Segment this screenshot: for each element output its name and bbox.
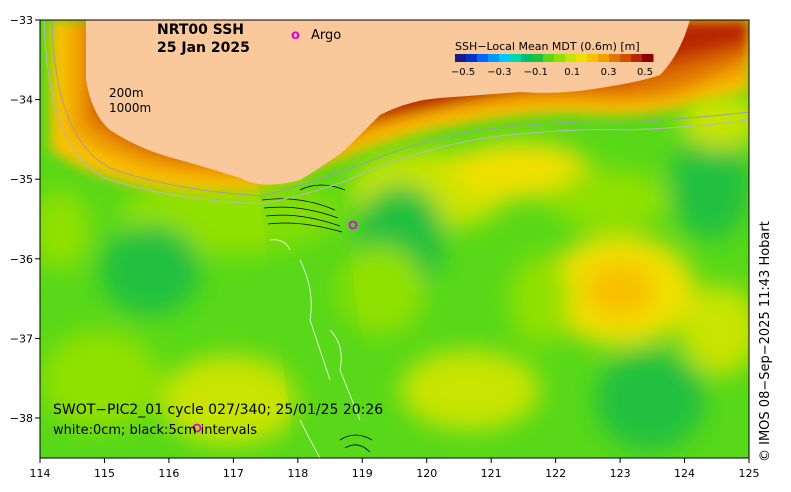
x-tick-label: 118 <box>287 467 308 480</box>
y-axis: −33 −34 −35 −36 −37 −38 <box>10 14 40 425</box>
colorbar-tick-label: 0.5 <box>637 67 653 78</box>
colorbar-tick-label: 0.3 <box>601 67 617 78</box>
isobath-label-1000m: 1000m <box>109 101 151 115</box>
colorbar-swatch <box>499 54 511 62</box>
colorbar-ticks: −0.5 −0.3 −0.1 0.1 0.3 0.5 <box>451 67 653 78</box>
colorbar-swatch <box>598 54 610 62</box>
x-tick-label: 120 <box>416 467 437 480</box>
map-date: 25 Jan 2025 <box>157 40 250 56</box>
argo-legend-label: Argo <box>311 28 341 43</box>
isobath-label-200m: 200m <box>109 86 144 100</box>
colorbar <box>455 54 654 62</box>
colorbar-tick-label: −0.1 <box>524 67 548 78</box>
colorbar-swatch <box>565 54 577 62</box>
argo-float-marker <box>348 220 358 230</box>
map-title: NRT00 SSH <box>157 22 244 38</box>
colorbar-swatch <box>642 54 654 62</box>
x-tick-label: 119 <box>352 467 373 480</box>
y-tick-label: −38 <box>10 412 33 425</box>
argo-float-marker <box>192 423 202 433</box>
x-axis: 114 115 116 117 118 119 120 121 122 123 124 125 <box>30 458 760 480</box>
swath-info-line1: SWOT−PIC2_01 cycle 027/340; 25/01/25 20:… <box>53 402 383 418</box>
x-tick-label: 125 <box>739 467 760 480</box>
black-contours <box>261 184 373 453</box>
colorbar-tick-label: 0.1 <box>564 67 580 78</box>
colorbar-swatch <box>587 54 599 62</box>
colorbar-swatch <box>554 54 566 62</box>
y-tick-label: −35 <box>10 173 33 186</box>
colorbar-swatch <box>609 54 621 62</box>
colorbar-swatch <box>510 54 522 62</box>
colorbar-swatch <box>455 54 467 62</box>
colorbar-swatch <box>532 54 544 62</box>
colorbar-swatch <box>620 54 632 62</box>
x-tick-label: 122 <box>545 467 566 480</box>
plot-area <box>40 20 749 458</box>
swot-swath <box>258 184 378 458</box>
x-tick-label: 115 <box>94 467 115 480</box>
colorbar-swatch <box>631 54 643 62</box>
x-tick-label: 124 <box>674 467 695 480</box>
swath-info-line2: white:0cm; black:5cm intervals <box>53 423 257 438</box>
y-tick-label: −37 <box>10 332 33 345</box>
colorbar-title: SSH−Local Mean MDT (0.6m) [m] <box>455 40 640 53</box>
white-contours <box>269 239 361 458</box>
isobath-200m <box>51 20 749 197</box>
x-tick-label: 121 <box>481 467 502 480</box>
colorbar-tick-label: −0.3 <box>487 67 511 78</box>
x-tick-label: 123 <box>610 467 631 480</box>
y-tick-label: −36 <box>10 253 33 266</box>
credit-text: © IMOS 08−Sep−2025 11:43 Hobart <box>758 221 773 462</box>
colorbar-swatch <box>488 54 500 62</box>
x-tick-label: 116 <box>158 467 179 480</box>
x-tick-label: 117 <box>223 467 244 480</box>
y-tick-label: −33 <box>10 14 33 27</box>
plot-frame <box>39 19 750 459</box>
colorbar-tick-label: −0.5 <box>451 67 475 78</box>
colorbar-swatch <box>576 54 588 62</box>
colorbar-swatch <box>521 54 533 62</box>
colorbar-swatch <box>466 54 478 62</box>
argo-legend-symbol: o <box>291 28 300 43</box>
y-tick-label: −34 <box>10 94 33 107</box>
colorbar-swatch <box>477 54 489 62</box>
isobath-1000m <box>43 20 749 205</box>
colorbar-swatch <box>543 54 555 62</box>
x-tick-label: 114 <box>30 467 51 480</box>
